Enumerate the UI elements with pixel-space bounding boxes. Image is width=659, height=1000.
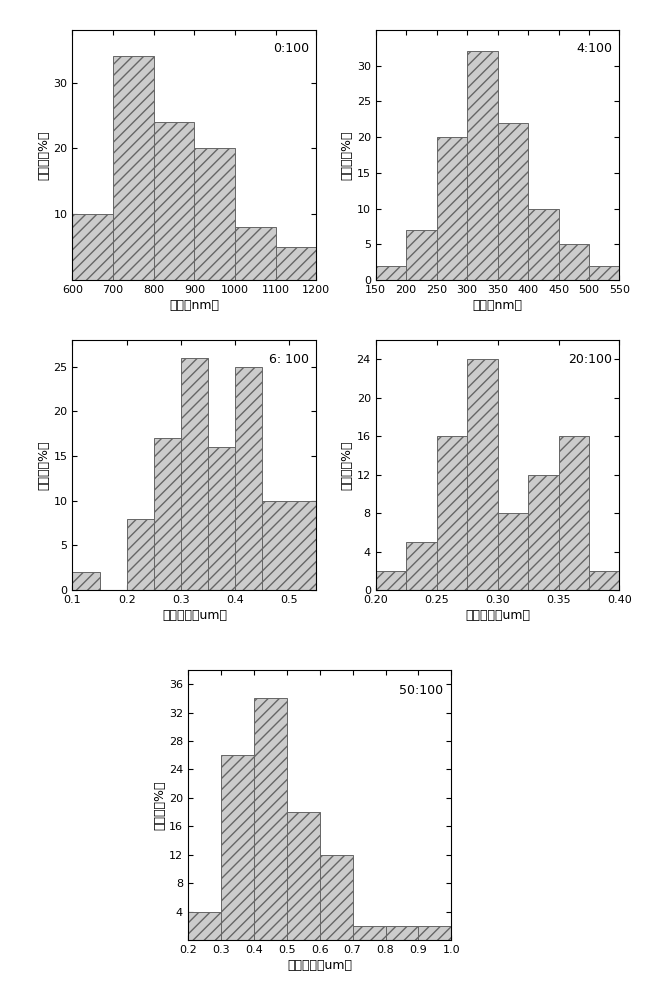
Bar xyxy=(558,436,589,590)
Y-axis label: 百分比（%）: 百分比（%） xyxy=(341,440,354,490)
Bar xyxy=(376,571,406,590)
Bar xyxy=(498,513,528,590)
Bar xyxy=(528,475,558,590)
Bar xyxy=(467,51,498,280)
Bar xyxy=(558,244,589,280)
Bar xyxy=(498,123,528,280)
Bar xyxy=(154,438,181,590)
Bar xyxy=(262,501,316,590)
Y-axis label: 百分比（%）: 百分比（%） xyxy=(38,440,51,490)
Bar xyxy=(188,912,221,940)
Bar xyxy=(181,358,208,590)
Bar xyxy=(436,436,467,590)
Bar xyxy=(406,542,436,590)
Text: 0:100: 0:100 xyxy=(273,42,309,55)
X-axis label: 纤维直径（um）: 纤维直径（um） xyxy=(465,609,530,622)
Bar xyxy=(254,698,287,940)
Bar xyxy=(287,812,320,940)
Text: 6: 100: 6: 100 xyxy=(269,353,309,366)
Y-axis label: 百分比（%）: 百分比（%） xyxy=(153,780,166,830)
Bar xyxy=(589,571,619,590)
Y-axis label: 百分比（%）: 百分比（%） xyxy=(38,130,51,180)
Bar xyxy=(235,227,275,280)
Text: 4:100: 4:100 xyxy=(576,42,612,55)
Text: 50:100: 50:100 xyxy=(399,684,444,696)
Bar xyxy=(221,755,254,940)
Bar xyxy=(467,359,498,590)
Y-axis label: 百分比（%）: 百分比（%） xyxy=(341,130,354,180)
Bar xyxy=(418,926,451,940)
Bar xyxy=(376,266,406,280)
Bar xyxy=(208,447,235,590)
Bar xyxy=(113,56,154,280)
Bar xyxy=(72,572,100,590)
Text: 20:100: 20:100 xyxy=(568,353,612,366)
Bar xyxy=(589,266,619,280)
X-axis label: 直径（nm）: 直径（nm） xyxy=(169,299,219,312)
Bar xyxy=(353,926,386,940)
Bar xyxy=(528,209,558,280)
Bar xyxy=(436,137,467,280)
Bar xyxy=(406,230,436,280)
Bar xyxy=(386,926,418,940)
Bar xyxy=(194,148,235,280)
Bar xyxy=(154,122,194,280)
Bar xyxy=(235,367,262,590)
X-axis label: 纤维直径（um）: 纤维直径（um） xyxy=(287,959,352,972)
X-axis label: 直径（nm）: 直径（nm） xyxy=(473,299,523,312)
Bar xyxy=(72,214,113,280)
Bar xyxy=(275,247,316,280)
X-axis label: 纤维直径（um）: 纤维直径（um） xyxy=(162,609,227,622)
Bar xyxy=(127,519,154,590)
Bar xyxy=(320,855,353,940)
